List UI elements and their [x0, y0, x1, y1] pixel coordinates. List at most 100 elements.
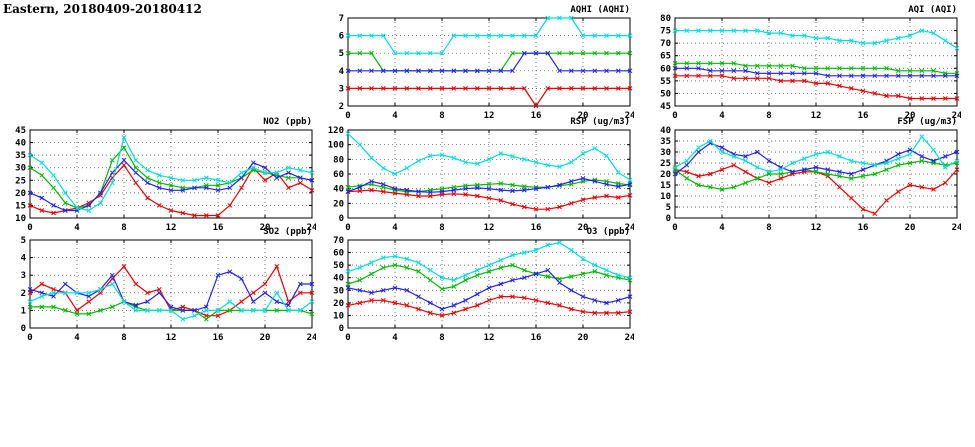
no2-ytick-label: 15: [15, 201, 26, 211]
aqhi-ytick-label: 4: [339, 67, 345, 77]
chart-aqhi: AQHI (AQHI) 0 4 8 12 16 20 24 2 3 4 5 6 7: [318, 4, 634, 122]
chart-rsp: RSP (ug/m3) 0 4 8 12 16 20 24 0 20 40 60 80 100 120: [318, 116, 634, 234]
aqi-ytick-label: 80: [660, 14, 671, 24]
aqi-series-red-line: [675, 75, 957, 100]
aqi-ytick-label: 60: [660, 64, 671, 74]
fsp-series-green-line: [674, 160, 958, 191]
rsp-xtick-label: 20: [578, 223, 589, 233]
chart-o3-title: O3 (ppb): [586, 227, 630, 237]
page-title: Eastern, 20180409-20180412: [3, 2, 202, 16]
o3-grid: 0 4 8 12 16 20 24 0 10 20 30 40 50 60 70: [333, 236, 634, 343]
o3-ytick-label: 50: [333, 261, 344, 271]
fsp-ytick-label: 40: [660, 126, 671, 136]
chart-aqhi-title: AQHI (AQHI): [570, 5, 630, 15]
aqi-series-cyan-line: [675, 29, 958, 49]
aqhi-plot-canvas: 0 4 8 12 16 20 24 2 3 4 5 6 7: [339, 14, 634, 121]
so2-xtick-label: 8: [121, 333, 126, 343]
aqi-xtick-label: 16: [858, 111, 869, 121]
aqhi-xtick-label: 8: [439, 111, 444, 121]
no2-ytick-label: 10: [15, 214, 26, 224]
o3-ytick-label: 10: [333, 311, 344, 321]
aqi-series-cyan-markers: [672, 28, 960, 51]
fsp-ytick-label: 0: [666, 214, 671, 224]
aqi-ytick-label: 45: [660, 102, 671, 112]
no2-ytick-label: 40: [15, 139, 26, 149]
no2-series-cyan-markers: [27, 135, 315, 213]
aqhi-ytick-label: 3: [339, 84, 344, 94]
aqhi-grid: 0 4 8 12 16 20 24 2 3 4 5 6 7: [339, 14, 634, 121]
chart-fsp-title: FSP (ug/m3): [897, 117, 957, 127]
aqhi-ytick-label: 2: [339, 102, 344, 112]
rsp-xtick-label: 0: [345, 223, 350, 233]
aqi-xtick-label: 20: [905, 111, 916, 121]
fsp-ytick-label: 15: [660, 181, 671, 191]
fsp-xtick-label: 24: [952, 223, 961, 233]
aqi-ytick-label: 70: [660, 39, 671, 49]
chart-aqi-title: AQI (AQI): [908, 5, 957, 15]
so2-xtick-label: 20: [260, 333, 271, 343]
so2-ytick-label: 1: [21, 306, 26, 316]
aqhi-xtick-label: 0: [345, 111, 350, 121]
o3-xtick-label: 12: [484, 333, 495, 343]
o3-ytick-label: 60: [333, 249, 344, 259]
aqi-xtick-label: 0: [672, 111, 677, 121]
so2-ytick-label: 5: [21, 236, 26, 246]
aqhi-plot-border: [347, 17, 631, 107]
rsp-series-cyan-markers: [345, 131, 633, 183]
no2-xtick-label: 20: [260, 223, 271, 233]
fsp-ytick-label: 10: [660, 192, 671, 202]
aqi-plot-border: [674, 17, 958, 107]
no2-grid: 0 4 8 12 16 20 24 10 15 20 25 30 35 40 45: [15, 126, 316, 233]
o3-series-blue-markers: [345, 267, 633, 312]
aqhi-xtick-label: 4: [392, 111, 398, 121]
chart-rsp-title: RSP (ug/m3): [570, 117, 630, 127]
fsp-series-cyan-markers: [672, 134, 960, 175]
no2-xtick-label: 8: [121, 223, 126, 233]
aqhi-ytick-label: 6: [339, 32, 344, 42]
so2-xtick-label: 0: [27, 333, 32, 343]
chart-so2: SO2 (ppb) 0 4 8 12 16 20 24 0 1 2 3 4 5: [0, 226, 316, 344]
so2-ytick-label: 4: [21, 254, 27, 264]
aqhi-xtick-label: 24: [625, 111, 634, 121]
rsp-ytick-label: 60: [333, 170, 344, 180]
rsp-series-blue-markers: [345, 176, 633, 195]
rsp-ytick-label: 20: [333, 199, 344, 209]
chart-aqi: AQI (AQI) 0 4 8 12 16 20 24 45 50 55 60 65 70 75 80: [645, 4, 961, 122]
aqhi-series-red-markers: [345, 86, 633, 109]
no2-ytick-label: 35: [15, 151, 26, 161]
so2-ytick-label: 2: [21, 289, 26, 299]
aqhi-xtick-label: 12: [484, 111, 495, 121]
rsp-series-green-line: [347, 179, 631, 193]
fsp-ytick-label: 5: [666, 203, 671, 213]
no2-series-blue-markers: [27, 157, 315, 213]
rsp-ytick-label: 0: [339, 214, 344, 224]
fsp-xtick-label: 8: [766, 223, 771, 233]
chart-no2-title: NO2 (ppb): [263, 117, 312, 127]
fsp-xtick-label: 4: [719, 223, 725, 233]
no2-plot-canvas: 0 4 8 12 16 20 24 10 15 20 25 30 35 40 45: [15, 126, 316, 233]
so2-series-red-markers: [27, 264, 315, 319]
fsp-ytick-label: 20: [660, 170, 671, 180]
o3-xtick-label: 20: [578, 333, 589, 343]
aqhi-ytick-label: 5: [339, 49, 344, 59]
o3-ytick-label: 70: [333, 236, 344, 246]
fsp-xtick-label: 16: [858, 223, 869, 233]
so2-xtick-label: 12: [166, 333, 177, 343]
no2-xtick-label: 16: [213, 223, 224, 233]
aqhi-xtick-label: 16: [531, 111, 542, 121]
fsp-xtick-label: 0: [672, 223, 677, 233]
o3-ytick-label: 40: [333, 274, 344, 284]
no2-ytick-label: 30: [15, 164, 26, 174]
aqi-series-blue-markers: [672, 65, 960, 79]
aqi-series-red-markers: [672, 73, 960, 101]
aqhi-ytick-label: 7: [339, 14, 344, 24]
fsp-xtick-label: 20: [905, 223, 916, 233]
aqhi-series-blue-markers: [345, 50, 633, 74]
rsp-xtick-label: 16: [531, 223, 542, 233]
aqi-ytick-label: 50: [660, 89, 671, 99]
so2-xtick-label: 24: [307, 333, 316, 343]
chart-fsp: FSP (ug/m3) 0 4 8 12 16 20 24 0 5 10 15 20 25 30 35 40: [645, 116, 961, 234]
so2-ytick-label: 0: [21, 324, 26, 334]
